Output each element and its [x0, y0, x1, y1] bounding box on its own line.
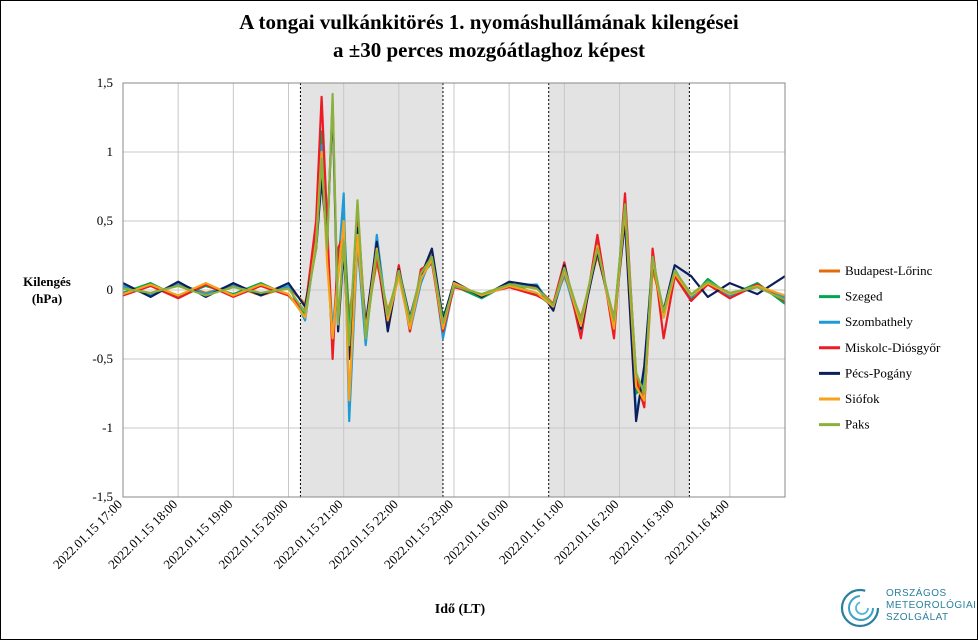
- logo-text: ORSZÁGOS METEOROLÓGIAI SZOLGÁLAT: [886, 588, 976, 624]
- legend-label: Szombathely: [845, 314, 913, 329]
- y-tick-label: -1,5: [92, 489, 113, 504]
- chart-title-line2: a ±30 perces mozgóátlaghoz képest: [332, 38, 646, 62]
- series-line-7: [122, 92, 786, 395]
- legend-label: Szeged: [845, 289, 883, 304]
- y-tick-label: 1,5: [97, 75, 113, 90]
- plot-border: [122, 82, 786, 498]
- y-tick-label: -1: [102, 420, 113, 435]
- y-tick-label: 0: [107, 282, 114, 297]
- logo-line2: METEOROLÓGIAI: [886, 600, 977, 611]
- logo-line3: SZOLGÁLAT: [886, 612, 949, 623]
- legend-label: Paks: [845, 417, 870, 432]
- swirl-logo-icon: [840, 588, 880, 628]
- legend-label: Budapest-Lőrinc: [845, 263, 933, 278]
- x-axis-label: Idő (LT): [434, 602, 486, 617]
- omsz-logo: ORSZÁGOS METEOROLÓGIAI SZOLGÁLAT: [838, 584, 976, 632]
- y-axis-label-line1: Kilengés: [23, 274, 71, 289]
- legend-label: Pécs-Pogány: [845, 365, 913, 380]
- y-tick-label: -0,5: [92, 351, 113, 366]
- y-tick-label: 0,5: [97, 213, 113, 228]
- chart-title-line1: A tongai vulkánkitörés 1. nyomáshullámán…: [239, 10, 739, 34]
- y-axis-label: Kilengés (hPa): [4, 273, 90, 307]
- y-tick-label: 1: [107, 144, 114, 159]
- legend-label: Miskolc-Diósgyőr: [845, 340, 941, 355]
- y-axis-label-line2: (hPa): [31, 291, 63, 306]
- chart-title: A tongai vulkánkitörés 1. nyomáshullámán…: [0, 8, 978, 64]
- legend-label: Siófok: [845, 391, 880, 406]
- logo-line1: ORSZÁGOS: [886, 588, 947, 599]
